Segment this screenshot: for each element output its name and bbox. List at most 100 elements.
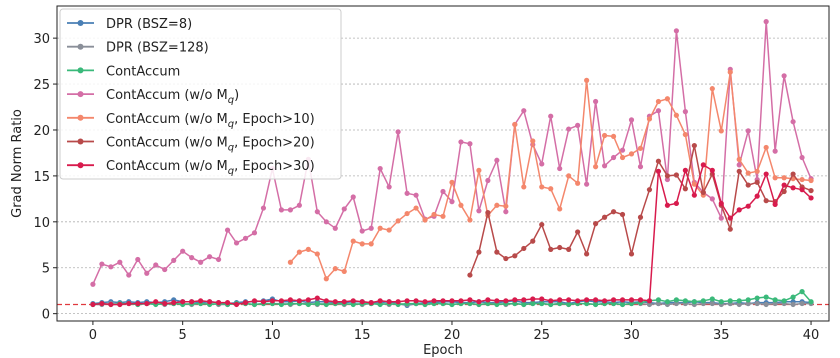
data-point: [512, 300, 518, 307]
data-point: [700, 298, 706, 304]
data-point: [673, 112, 679, 118]
legend-label: ContAccum (w/o Mq, Epoch>10): [106, 112, 315, 130]
data-point: [593, 221, 599, 227]
data-point: [745, 300, 751, 307]
data-point: [431, 211, 437, 218]
data-point: [709, 86, 715, 92]
data-point: [422, 217, 428, 223]
data-point: [467, 141, 473, 147]
data-point: [117, 259, 123, 265]
data-point: [314, 295, 320, 301]
data-point: [718, 200, 724, 207]
legend-label: DPR (BSZ=128): [106, 41, 209, 56]
data-point: [584, 297, 590, 303]
data-point: [377, 301, 383, 308]
data-point: [781, 182, 787, 188]
legend: DPR (BSZ=8) DPR (BSZ=128) ContAccum ContAcc…: [59, 8, 342, 180]
data-point: [601, 132, 608, 139]
data-point: [180, 248, 186, 254]
legend-label: ContAccum: [106, 64, 180, 79]
data-point: [655, 297, 662, 303]
data-point: [224, 300, 231, 306]
data-point: [458, 298, 464, 304]
data-point: [799, 154, 805, 161]
data-point: [521, 108, 527, 114]
data-point: [503, 203, 509, 209]
data-point: [521, 301, 527, 308]
data-point: [296, 298, 302, 304]
data-point: [718, 128, 724, 134]
data-point: [494, 249, 500, 255]
data-point: [790, 301, 796, 308]
data-point: [727, 215, 733, 221]
data-point: [494, 298, 500, 304]
data-point: [350, 238, 356, 244]
data-point: [682, 131, 688, 138]
data-point: [144, 270, 150, 276]
data-point: [108, 264, 114, 270]
data-point: [682, 167, 688, 173]
data-point: [584, 77, 590, 83]
data-point: [287, 207, 293, 213]
data-point: [539, 221, 545, 228]
data-point: [386, 299, 392, 305]
data-point: [251, 301, 258, 308]
data-point: [610, 133, 617, 140]
data-point: [566, 126, 572, 132]
data-point: [359, 299, 365, 305]
data-point: [233, 240, 240, 246]
data-point: [682, 186, 688, 192]
data-point: [673, 200, 679, 207]
data-point: [332, 299, 338, 305]
data-point: [754, 295, 760, 301]
data-point: [215, 256, 222, 263]
data-point: [745, 203, 751, 209]
data-point: [144, 300, 150, 307]
data-point: [566, 246, 572, 252]
data-point: [350, 301, 356, 308]
data-point: [449, 199, 455, 205]
data-point: [323, 298, 329, 304]
data-point: [628, 117, 635, 123]
data-point: [575, 122, 581, 128]
data-point: [476, 167, 482, 173]
y-tick-label: 30: [33, 32, 50, 47]
data-point: [224, 227, 231, 233]
data-point: [260, 299, 267, 305]
data-point: [763, 171, 769, 177]
data-point: [458, 139, 464, 145]
data-point: [772, 175, 778, 181]
data-point: [754, 168, 760, 174]
data-point: [772, 300, 778, 307]
data-point: [548, 113, 554, 119]
data-point: [108, 301, 114, 308]
data-point: [485, 300, 491, 307]
legend-label: DPR (BSZ=8): [106, 17, 192, 32]
data-point: [368, 300, 374, 306]
y-axis-ticks: 0 5 10 15 20 25 30: [33, 32, 57, 323]
data-point: [593, 164, 599, 170]
data-point: [781, 298, 787, 304]
data-point: [709, 300, 715, 307]
data-point: [512, 121, 518, 128]
data-point: [207, 254, 213, 260]
data-point: [655, 158, 662, 164]
data-point: [637, 297, 644, 303]
data-point: [601, 214, 608, 220]
data-point: [530, 238, 536, 244]
data-point: [171, 257, 177, 263]
data-point: [584, 300, 590, 307]
series-line: [92, 164, 812, 306]
data-point: [763, 19, 769, 25]
plot-frame: [56, 5, 830, 322]
legend-marker: [77, 114, 84, 121]
data-point: [637, 164, 644, 170]
data-point: [332, 225, 338, 231]
data-point: [772, 201, 778, 207]
data-point: [736, 168, 742, 174]
data-point: [575, 298, 581, 304]
data-point: [655, 108, 662, 114]
legend-marker: [77, 162, 84, 169]
data-point: [700, 162, 706, 168]
